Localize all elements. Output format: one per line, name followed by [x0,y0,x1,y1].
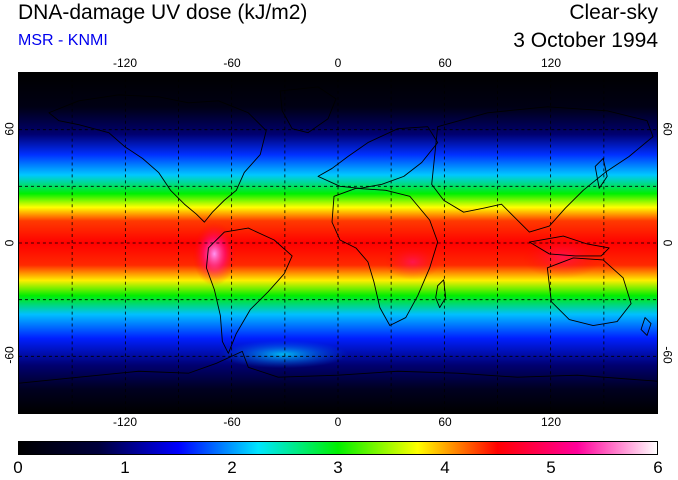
map-title: DNA-damage UV dose (kJ/m2) [18,1,308,24]
lat-label-left-neg60: -60 [2,346,17,364]
uv-dose-map [18,72,658,414]
lon-label-bottom-60: 60 [438,415,452,429]
lat-label-right-60: 60 [660,122,675,136]
asia-coast [431,106,654,233]
south-america-coast [205,227,293,354]
greenland-coast [279,86,337,134]
colorbar [18,441,658,455]
australia-coast [546,257,632,326]
colorbar-label-2: 2 [227,458,237,477]
lon-label-top-120: 120 [540,56,562,70]
coastlines [19,86,657,384]
lon-label-top-neg120: -120 [112,56,138,70]
africa-glow [384,243,441,280]
colorbar-label-0: 0 [13,458,23,477]
colorbar-label-1: 1 [120,458,130,477]
lon-label-top-60: 60 [438,56,452,70]
andes-maximum [192,222,237,286]
sky-condition: Clear-sky [569,1,658,24]
lon-label-top-0: 0 [334,56,342,70]
lat-label-left-0: 0 [2,239,17,247]
antarctic-peninsula-patch [218,340,348,369]
north-america-coast [48,94,267,223]
colorbar-label-6: 6 [653,458,663,477]
colorbar-label-5: 5 [546,458,556,477]
new-zealand-coast [640,317,652,336]
colorbar-label-4: 4 [440,458,450,477]
indonesia-glow [522,235,603,279]
lon-label-bottom-120: 120 [540,415,562,429]
lat-label-right-0: 0 [660,239,675,247]
indonesia-coast [528,235,610,257]
lon-label-bottom-neg120: -120 [112,415,138,429]
lon-label-top-neg60: -60 [223,56,241,70]
japan-coast [594,158,608,189]
madagascar-coast [435,279,447,309]
map-date: 3 October 1994 [513,29,658,52]
antarctica-coast [19,350,657,384]
map-source: MSR - KNMI [18,32,108,49]
lon-label-bottom-0: 0 [334,415,342,429]
lat-label-left-60: 60 [2,122,17,136]
lon-label-bottom-neg60: -60 [223,415,241,429]
lat-label-right-neg60: -60 [660,346,675,364]
africa-coast [331,187,439,326]
colorbar-label-3: 3 [333,458,343,477]
